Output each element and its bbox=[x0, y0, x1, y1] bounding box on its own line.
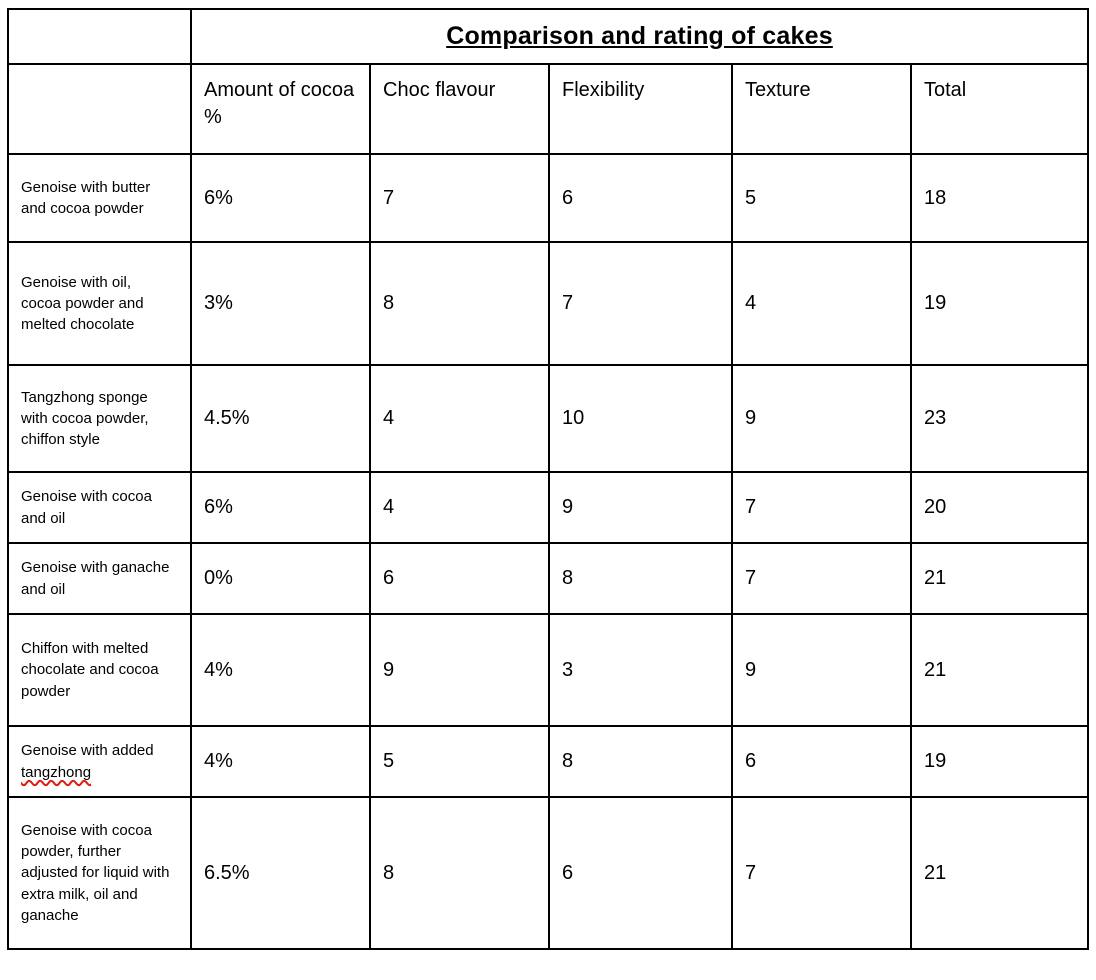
cell-choc-flavour: 9 bbox=[369, 613, 550, 727]
cell-flexibility: 8 bbox=[548, 725, 733, 798]
table-title: Comparison and rating of cakes bbox=[189, 8, 1090, 65]
header-row: Amount of cocoa % Choc flavour Flexibili… bbox=[7, 63, 1090, 155]
empty-header-cell bbox=[7, 63, 192, 155]
spellcheck-underlined-word: tangzhong bbox=[21, 763, 92, 781]
document-page: Comparison and rating of cakes Amount of… bbox=[0, 8, 1096, 980]
column-header-choc-flavour: Choc flavour bbox=[369, 63, 550, 155]
row-label-cell: Genoise with butter and cocoa powder bbox=[7, 153, 192, 243]
cell-amount-of-cocoa: 6.5% bbox=[190, 796, 371, 950]
cell-texture: 6 bbox=[731, 725, 912, 798]
table-row: Genoise with butter and cocoa powder 6% 7 6… bbox=[7, 153, 1090, 243]
cell-texture: 7 bbox=[731, 796, 912, 950]
cell-flexibility: 6 bbox=[548, 153, 733, 243]
cell-texture: 9 bbox=[731, 364, 912, 473]
cell-texture: 7 bbox=[731, 471, 912, 544]
cell-texture: 9 bbox=[731, 613, 912, 727]
title-row: Comparison and rating of cakes bbox=[7, 8, 1090, 65]
cell-flexibility: 9 bbox=[548, 471, 733, 544]
cell-total: 19 bbox=[909, 241, 1090, 366]
cell-texture: 4 bbox=[731, 241, 912, 366]
table-row: Genoise with oil, cocoa powder and melte… bbox=[7, 241, 1090, 366]
column-header-texture: Texture bbox=[731, 63, 912, 155]
cell-choc-flavour: 8 bbox=[369, 796, 550, 950]
table-row: Genoise with cocoa and oil 6% 4 9 7 20 bbox=[7, 471, 1090, 544]
row-label-cell: Genoise with cocoa and oil bbox=[7, 471, 192, 544]
cell-amount-of-cocoa: 4.5% bbox=[190, 364, 371, 473]
cell-choc-flavour: 8 bbox=[369, 241, 550, 366]
column-header-flexibility: Flexibility bbox=[548, 63, 733, 155]
row-label-cell: Genoise with oil, cocoa powder and melte… bbox=[7, 241, 192, 366]
row-label-cell: Tangzhong sponge with cocoa powder, chif… bbox=[7, 364, 192, 473]
row-label-cell: Genoise with ganache and oil bbox=[7, 542, 192, 615]
cell-amount-of-cocoa: 0% bbox=[190, 542, 371, 615]
cell-choc-flavour: 4 bbox=[369, 471, 550, 544]
cell-total: 18 bbox=[909, 153, 1090, 243]
cell-amount-of-cocoa: 4% bbox=[190, 613, 371, 727]
cell-amount-of-cocoa: 4% bbox=[190, 725, 371, 798]
cell-choc-flavour: 7 bbox=[369, 153, 550, 243]
cell-amount-of-cocoa: 6% bbox=[190, 471, 371, 544]
row-label-cell: Chiffon with melted chocolate and cocoa … bbox=[7, 613, 192, 727]
cell-flexibility: 10 bbox=[548, 364, 733, 473]
table-row: Genoise with ganache and oil 0% 6 8 7 21 bbox=[7, 542, 1090, 615]
cell-total: 21 bbox=[909, 542, 1090, 615]
cell-texture: 7 bbox=[731, 542, 912, 615]
table-row: Genoise with cocoa powder, further adjus… bbox=[7, 796, 1090, 950]
cell-flexibility: 8 bbox=[548, 542, 733, 615]
cell-flexibility: 3 bbox=[548, 613, 733, 727]
cell-total: 20 bbox=[909, 471, 1090, 544]
cell-flexibility: 6 bbox=[548, 796, 733, 950]
cell-amount-of-cocoa: 3% bbox=[190, 241, 371, 366]
row-label-cell: Genoise with added tangzhong bbox=[7, 725, 192, 798]
cell-choc-flavour: 4 bbox=[369, 364, 550, 473]
row-label-cell: Genoise with cocoa powder, further adjus… bbox=[7, 796, 192, 950]
table-row: Chiffon with melted chocolate and cocoa … bbox=[7, 613, 1090, 727]
table-row: Tangzhong sponge with cocoa powder, chif… bbox=[7, 364, 1090, 473]
cell-total: 21 bbox=[909, 613, 1090, 727]
cell-amount-of-cocoa: 6% bbox=[190, 153, 371, 243]
cell-texture: 5 bbox=[731, 153, 912, 243]
cell-flexibility: 7 bbox=[548, 241, 733, 366]
cell-total: 19 bbox=[909, 725, 1090, 798]
cell-choc-flavour: 5 bbox=[369, 725, 550, 798]
empty-corner-cell bbox=[7, 8, 192, 65]
cell-total: 23 bbox=[909, 364, 1090, 473]
cell-total: 21 bbox=[909, 796, 1090, 950]
column-header-amount-of-cocoa: Amount of cocoa % bbox=[190, 63, 371, 155]
cell-choc-flavour: 6 bbox=[369, 542, 550, 615]
table-row: Genoise with added tangzhong 4% 5 8 6 19 bbox=[7, 725, 1090, 798]
column-header-total: Total bbox=[909, 63, 1090, 155]
cakes-comparison-table: Comparison and rating of cakes Amount of… bbox=[7, 8, 1090, 950]
